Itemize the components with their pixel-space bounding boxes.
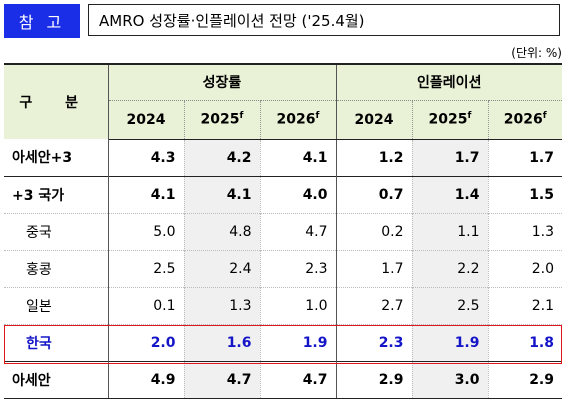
section-badge: 참 고 bbox=[4, 4, 80, 38]
table-cell: 1.7 bbox=[529, 149, 554, 166]
table-cell: 5.0 bbox=[108, 213, 185, 250]
table-cell: 1.7 bbox=[412, 139, 489, 176]
table-cell: 2.9 bbox=[336, 361, 413, 399]
header-year: 2025f bbox=[184, 100, 261, 140]
header-inflation: 인플레이션 bbox=[336, 63, 562, 101]
table-cell: 4.9 bbox=[108, 361, 185, 399]
table-row: 홍콩 2.5 2.4 2.3 1.7 2.2 2.0 bbox=[4, 250, 562, 287]
table-cell: 2.9 bbox=[488, 361, 562, 399]
table-cell: 4.1 bbox=[184, 176, 261, 213]
row-label: +3 국가 bbox=[4, 176, 109, 213]
header-year: 2026f bbox=[488, 100, 562, 140]
table-cell: 1.1 bbox=[412, 213, 489, 250]
table-cell: 1.3 bbox=[531, 223, 554, 240]
table-cell: 1.2 bbox=[336, 139, 413, 176]
table-cell: 4.7 bbox=[260, 213, 337, 250]
title-text: AMRO 성장률·인플레이션 전망 ('25.4월) bbox=[99, 11, 365, 30]
table-cell: 4.1 bbox=[260, 139, 337, 176]
table-cell: 2.3 bbox=[260, 250, 337, 287]
table-cell: 1.9 bbox=[260, 324, 337, 361]
forecast-table: 구 분 성장률 인플레이션 2024 2025f 2026f 2024 2025… bbox=[4, 63, 562, 399]
table-cell: 2.5 bbox=[108, 250, 185, 287]
table-row: 아세안 4.9 4.7 4.7 2.9 3.0 2.9 bbox=[4, 361, 562, 399]
table-cell: 3.0 bbox=[412, 361, 489, 399]
header-year: 2026f bbox=[260, 100, 337, 140]
unit-label: (단위: %) bbox=[511, 46, 562, 60]
header-year: 2024 bbox=[336, 100, 413, 140]
table-cell: 1.0 bbox=[260, 287, 337, 324]
header-category: 구 분 bbox=[4, 63, 109, 139]
table-cell: 4.1 bbox=[108, 176, 185, 213]
table-cell: 2.5 bbox=[412, 287, 489, 324]
table-cell: 1.8 bbox=[529, 334, 554, 351]
table-cell: 2.4 bbox=[184, 250, 261, 287]
table-cell: 0.1 bbox=[108, 287, 185, 324]
header-year: 2025f bbox=[412, 100, 489, 140]
row-label: 일본 bbox=[4, 287, 109, 324]
table-row: 한국 2.0 1.6 1.9 2.3 1.9 1.8 bbox=[4, 324, 562, 361]
table-row: 중국 5.0 4.8 4.7 0.2 1.1 1.3 bbox=[4, 213, 562, 250]
table-cell: 1.6 bbox=[184, 324, 261, 361]
table-cell: 4.7 bbox=[184, 361, 261, 399]
row-label: 아세안 bbox=[4, 361, 109, 399]
header-year: 2024 bbox=[108, 100, 185, 140]
row-label: 아세안+3 bbox=[4, 139, 109, 176]
row-label: 한국 bbox=[4, 324, 109, 361]
table-cell: 4.2 bbox=[184, 139, 261, 176]
table-cell: 1.7 bbox=[336, 250, 413, 287]
table-cell: 1.9 bbox=[412, 324, 489, 361]
table-cell: 2.2 bbox=[412, 250, 489, 287]
table-cell: 4.3 bbox=[108, 139, 185, 176]
table-cell: 4.8 bbox=[184, 213, 261, 250]
table-cell: 1.3 bbox=[184, 287, 261, 324]
table-row: 일본 0.1 1.3 1.0 2.7 2.5 2.1 bbox=[4, 287, 562, 324]
table-cell: 0.7 bbox=[336, 176, 413, 213]
row-label: 홍콩 bbox=[4, 250, 109, 287]
table-cell: 0.2 bbox=[336, 213, 413, 250]
table-cell: 1.5 bbox=[529, 186, 554, 203]
table-cell: 1.4 bbox=[412, 176, 489, 213]
table-cell: 2.3 bbox=[336, 324, 413, 361]
table-cell: 2.7 bbox=[336, 287, 413, 324]
table-cell: 4.7 bbox=[260, 361, 337, 399]
table-cell: 4.0 bbox=[260, 176, 337, 213]
table-cell: 2.0 bbox=[531, 260, 554, 277]
page-title: AMRO 성장률·인플레이션 전망 ('25.4월) bbox=[88, 4, 560, 36]
table-cell: 2.0 bbox=[108, 324, 185, 361]
table-row: 아세안+3 4.3 4.2 4.1 1.2 1.7 1.7 bbox=[4, 139, 562, 176]
table-row: +3 국가 4.1 4.1 4.0 0.7 1.4 1.5 bbox=[4, 176, 562, 213]
header-growth: 성장률 bbox=[108, 63, 337, 101]
table-cell: 2.1 bbox=[531, 297, 554, 314]
row-label: 중국 bbox=[4, 213, 109, 250]
